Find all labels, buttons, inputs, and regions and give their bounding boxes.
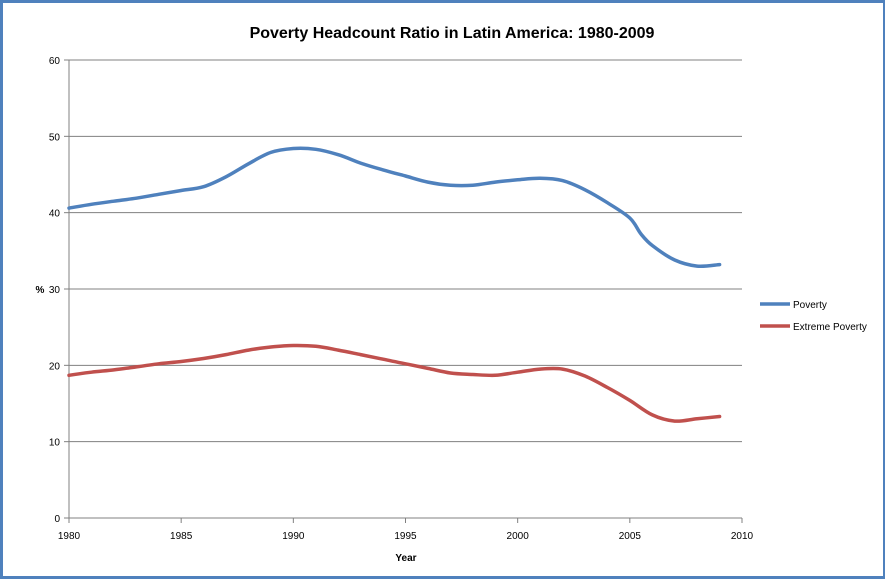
chart-title: Poverty Headcount Ratio in Latin America… <box>250 25 655 42</box>
y-tick-label: 30 <box>49 285 61 296</box>
x-tick-label: 2010 <box>731 531 754 542</box>
y-axis-label: % <box>36 285 45 296</box>
y-tick-label: 20 <box>49 361 61 372</box>
gridlines <box>69 59 742 443</box>
legend-label-poverty: Poverty <box>793 300 827 311</box>
axes: 0 10 20 30 40 50 60 1980 1985 1990 1995 2000 2005 201… <box>49 56 754 542</box>
legend-label-extreme-poverty: Extreme Poverty <box>793 322 867 333</box>
y-tick-label: 50 <box>49 132 61 143</box>
series-line-poverty <box>67 146 722 269</box>
x-tick-label: 1980 <box>58 531 81 542</box>
y-tick-label: 60 <box>49 56 61 67</box>
x-tick-label: 2005 <box>619 531 642 542</box>
y-tick-label: 0 <box>54 514 60 525</box>
x-axis-label: Year <box>395 553 416 564</box>
legend: Poverty Extreme Poverty <box>760 300 867 333</box>
x-tick-label: 1985 <box>170 531 193 542</box>
x-tick-label: 1990 <box>282 531 305 542</box>
y-tick-label: 10 <box>49 438 61 449</box>
x-tick-label: 1995 <box>394 531 417 542</box>
y-tick-label: 40 <box>49 209 61 220</box>
series-line-extreme-poverty <box>67 343 722 423</box>
x-tick-label: 2000 <box>507 531 530 542</box>
series <box>67 146 722 423</box>
